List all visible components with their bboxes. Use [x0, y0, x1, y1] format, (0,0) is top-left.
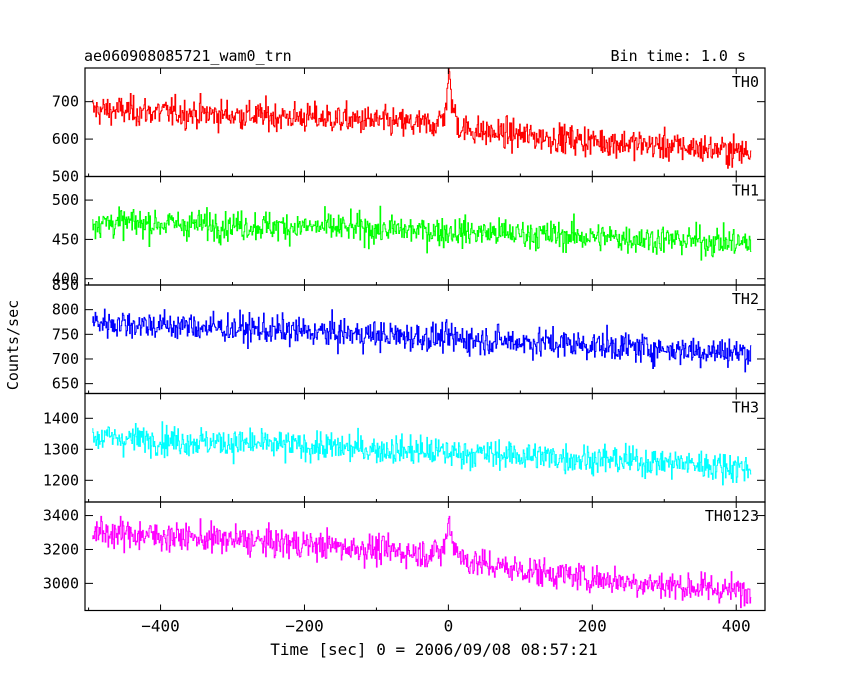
y-axis-label: Counts/sec — [4, 300, 22, 390]
series-th0123-line — [92, 515, 752, 609]
ytick-label-th0123-3000: 3000 — [43, 574, 79, 592]
panel-label-th3: TH3 — [732, 399, 759, 417]
panel-th0123-frame — [84, 501, 766, 612]
ytick-label-th0123-3400: 3400 — [43, 507, 79, 525]
ytick-label-th0-700: 700 — [52, 93, 79, 111]
series-th1-line — [92, 205, 752, 261]
ytick-label-th2-800: 800 — [52, 301, 79, 319]
xtick-label: 200 — [578, 617, 607, 636]
title-right: Bin time: 1.0 s — [611, 47, 746, 65]
xtick-label: −200 — [285, 617, 324, 636]
ytick-label-th0123-3200: 3200 — [43, 540, 79, 558]
series-th2-line — [92, 308, 752, 373]
ytick-label-th2-850: 850 — [52, 276, 79, 294]
panel-label-th2: TH2 — [732, 290, 759, 308]
ytick-label-th2-650: 650 — [52, 375, 79, 393]
ytick-label-th1-400: 400 — [52, 270, 79, 288]
xtick-label: −400 — [141, 617, 180, 636]
title-left: ae060908085721_wam0_trn — [84, 47, 292, 65]
series-th0-line — [92, 67, 752, 169]
panel-label-th0123: TH0123 — [705, 507, 759, 525]
series-th3-line — [92, 421, 752, 486]
x-axis-label: Time [sec] 0 = 2006/09/08 08:57:21 — [270, 640, 598, 659]
ytick-label-th2-750: 750 — [52, 325, 79, 343]
ytick-label-th1-450: 450 — [52, 230, 79, 248]
ytick-label-th0-600: 600 — [52, 130, 79, 148]
ytick-label-th3-1400: 1400 — [43, 409, 79, 427]
panel-label-th1: TH1 — [732, 182, 759, 200]
panel-label-th0: TH0 — [732, 73, 759, 91]
xtick-label: 400 — [722, 617, 751, 636]
ytick-label-th3-1300: 1300 — [43, 440, 79, 458]
ytick-label-th1-500: 500 — [52, 191, 79, 209]
ytick-label-th0-500: 500 — [52, 168, 79, 186]
panels-group: 500 600 700 TH0 400 450 500 TH1 650 700 750 800 850 T… — [43, 67, 766, 636]
ytick-label-th2-700: 700 — [52, 350, 79, 368]
xtick-label: 0 — [444, 617, 454, 636]
ytick-label-th3-1200: 1200 — [43, 471, 79, 489]
